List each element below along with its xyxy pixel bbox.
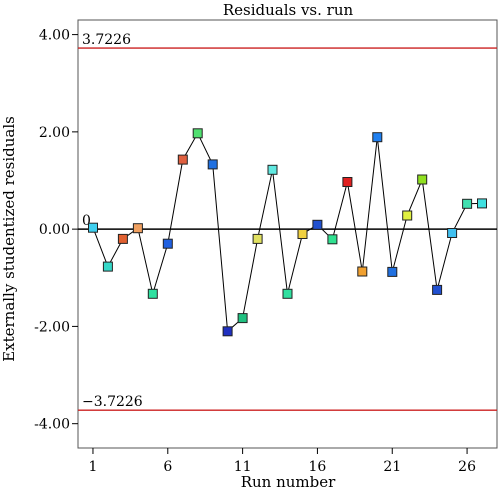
x-tick-label: 6 bbox=[163, 459, 172, 475]
reference-line-label: 3.7226 bbox=[82, 32, 131, 48]
x-tick-label: 16 bbox=[309, 459, 327, 475]
x-tick-label: 21 bbox=[383, 459, 401, 475]
data-point bbox=[207, 159, 218, 170]
residual-series-line bbox=[92, 132, 483, 333]
data-point bbox=[342, 177, 353, 187]
x-tick-label: 1 bbox=[89, 459, 98, 475]
reference-line-label: 0 bbox=[82, 213, 91, 229]
x-tick-label: 11 bbox=[234, 459, 252, 475]
data-point bbox=[88, 222, 98, 233]
y-tick-label: -2.00 bbox=[34, 319, 70, 335]
data-point bbox=[147, 288, 158, 299]
data-point bbox=[162, 238, 173, 249]
data-point bbox=[327, 234, 338, 245]
data-point bbox=[462, 198, 473, 209]
data-point bbox=[192, 128, 203, 139]
data-point bbox=[117, 233, 128, 244]
plot-frame bbox=[77, 19, 498, 449]
data-point bbox=[402, 210, 413, 221]
data-point bbox=[267, 164, 278, 175]
data-point bbox=[417, 174, 428, 185]
data-point bbox=[132, 223, 143, 234]
y-tick-label: 2.00 bbox=[39, 125, 70, 141]
data-point bbox=[177, 154, 188, 165]
data-point bbox=[237, 313, 248, 324]
y-tick-label: 4.00 bbox=[39, 28, 70, 44]
y-axis-label: Externally studentized residuals bbox=[0, 116, 18, 362]
reference-line-label: −3.7226 bbox=[82, 394, 143, 410]
data-point bbox=[222, 326, 233, 337]
y-tick-label: 0.00 bbox=[39, 222, 70, 238]
data-point bbox=[297, 229, 308, 239]
data-point bbox=[447, 228, 458, 238]
x-tick-label: 26 bbox=[458, 459, 476, 475]
data-point bbox=[432, 284, 443, 295]
data-point bbox=[357, 266, 368, 277]
data-point bbox=[102, 261, 113, 272]
data-point bbox=[252, 233, 263, 244]
data-point bbox=[282, 288, 293, 299]
x-axis-label: Run number bbox=[241, 473, 336, 491]
data-point bbox=[387, 266, 398, 277]
chart-title: Residuals vs. run bbox=[223, 1, 354, 19]
data-point bbox=[372, 132, 383, 143]
y-tick-label: -4.00 bbox=[34, 417, 70, 433]
data-point bbox=[312, 219, 323, 230]
data-point bbox=[477, 198, 487, 209]
